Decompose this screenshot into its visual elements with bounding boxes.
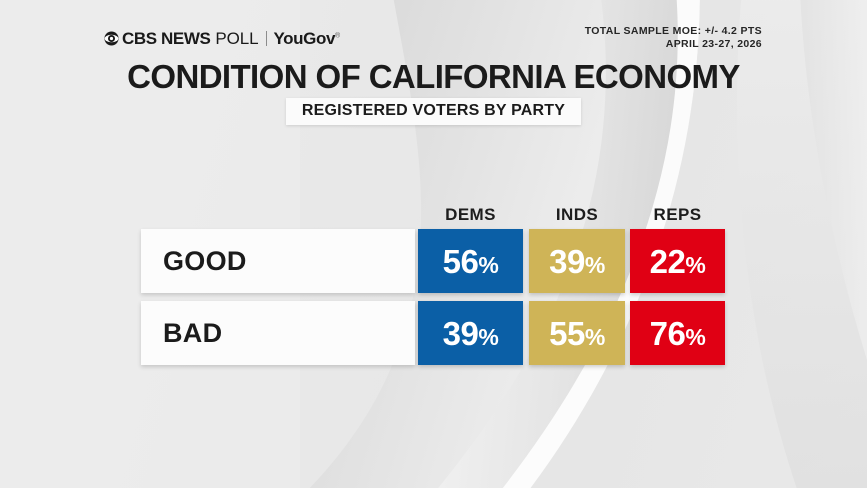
logo-yougov: YouGov® xyxy=(273,28,341,48)
cell-value: 39% xyxy=(549,242,605,280)
cbs-eye-icon xyxy=(104,30,119,46)
cell-good-inds: 39% xyxy=(529,229,625,293)
cell-bad-dems: 39% xyxy=(418,301,523,365)
column-header-inds: INDS xyxy=(555,205,599,224)
column-headers: DEMS INDS REPS xyxy=(418,205,725,227)
row-label-bad: BAD xyxy=(141,301,415,365)
row-label-good: GOOD xyxy=(141,229,415,293)
cell-bad-reps: 76% xyxy=(630,301,725,365)
cbs-news-poll-yougov-logo: CBS NEWS POLL YouGov® xyxy=(104,27,340,49)
logo-divider xyxy=(265,30,267,46)
cell-value: 22% xyxy=(649,242,706,280)
subtitle-container: REGISTERED VOTERS BY PARTY xyxy=(0,98,867,125)
cell-value: 56% xyxy=(442,242,499,280)
row-label-text: BAD xyxy=(163,317,223,348)
cell-value: 39% xyxy=(442,314,499,352)
cell-bad-inds: 55% xyxy=(529,301,625,365)
page-subtitle: REGISTERED VOTERS BY PARTY xyxy=(285,98,582,125)
logo-poll: POLL xyxy=(215,28,259,48)
logo-cbs-news: CBS NEWS xyxy=(122,28,211,48)
column-header-reps: REPS xyxy=(653,205,702,224)
cell-value: 76% xyxy=(649,314,706,352)
row-label-text: GOOD xyxy=(163,245,247,276)
cell-value: 55% xyxy=(549,314,605,352)
column-header-dems: DEMS xyxy=(445,205,496,224)
margin-of-error-text: TOTAL SAMPLE MOE: +/- 4.2 PTS xyxy=(584,25,762,37)
cell-good-reps: 22% xyxy=(630,229,725,293)
field-dates-text: APRIL 23-27, 2026 xyxy=(665,38,762,51)
poll-meta: TOTAL SAMPLE MOE: +/- 4.2 PTS APRIL 23-2… xyxy=(585,25,762,52)
cell-good-dems: 56% xyxy=(418,229,523,293)
page-title: CONDITION OF CALIFORNIA ECONOMY xyxy=(127,58,740,95)
